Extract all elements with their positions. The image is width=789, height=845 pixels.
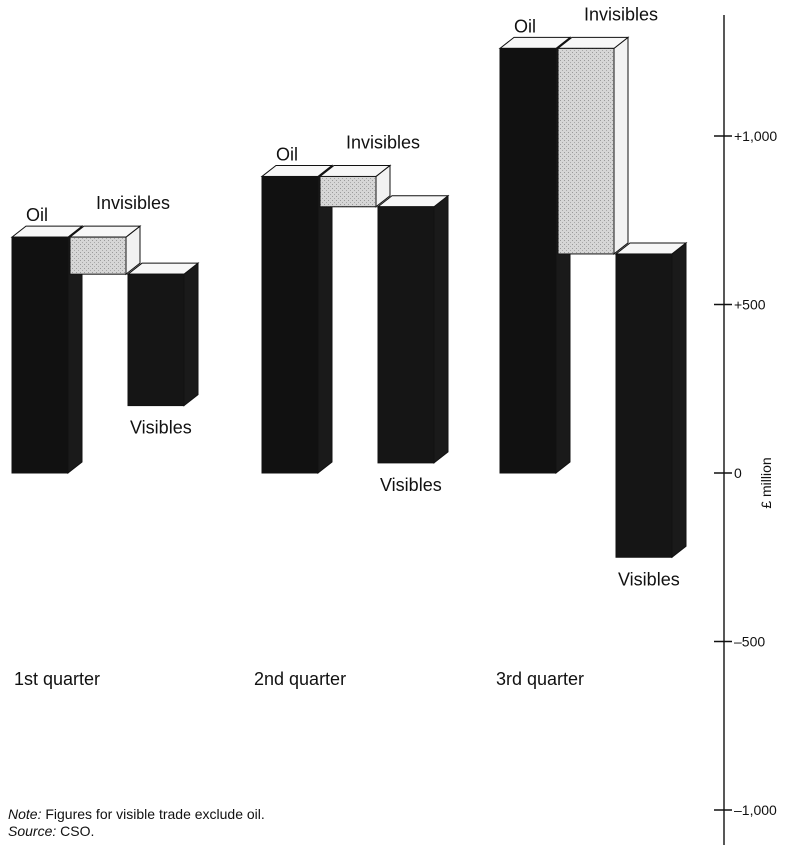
source-line: Source: CSO. [8, 823, 265, 840]
bar-front [69, 236, 127, 275]
bar-oil-1: Oil [10, 205, 84, 475]
bar-invisibles-1: Invisibles [68, 193, 170, 276]
bar-label-visibles: Visibles [130, 418, 192, 438]
y-axis: +1,000 +500 0 –500 –1,000 £ million [714, 15, 777, 845]
bar-front [615, 253, 673, 558]
chart-footnotes: Note: Figures for visible trade exclude … [8, 806, 265, 840]
bar-side [317, 164, 333, 475]
category-label: 1st quarter [14, 669, 100, 689]
bar-front [377, 206, 435, 464]
bar-front [499, 47, 557, 474]
bars-layer: Oil Invisibles Visibles 1st quarter Oil Invis… [10, 4, 688, 689]
bar-label-visibles: Visibles [618, 569, 680, 589]
bar-label-invisibles: Invisibles [584, 4, 658, 24]
bar-side [671, 241, 687, 559]
bar-front [557, 47, 615, 255]
y-tick-label: –1,000 [734, 802, 777, 818]
y-tick-label: 0 [734, 465, 742, 481]
y-tick-label: –500 [734, 634, 765, 650]
bar-side [183, 262, 199, 407]
bar-front [261, 175, 319, 474]
note-line: Note: Figures for visible trade exclude … [8, 806, 265, 823]
bar-visibles-1: Visibles [126, 262, 200, 438]
bar-label-oil: Oil [26, 205, 48, 225]
bar-label-oil: Oil [276, 144, 298, 164]
bar-front [127, 273, 185, 407]
bar-label-oil: Oil [514, 16, 536, 36]
category-label: 3rd quarter [496, 669, 584, 689]
bar-oil-2: Oil [260, 144, 334, 475]
bar-visibles-3: Visibles [614, 241, 688, 589]
bar-front [319, 175, 377, 208]
note-text: Figures for visible trade exclude oil. [41, 806, 265, 822]
bar-label-invisibles: Invisibles [96, 193, 170, 213]
y-tick-label: +1,000 [734, 128, 777, 144]
bar-invisibles-2: Invisibles [318, 132, 420, 208]
bar-label-visibles: Visibles [380, 475, 442, 495]
bar-label-invisibles: Invisibles [346, 132, 420, 152]
y-axis-label: £ million [758, 457, 774, 508]
y-tick-label: +500 [734, 297, 766, 313]
bar-front [11, 236, 69, 474]
source-label: Source: [8, 823, 57, 839]
category-label: 2nd quarter [254, 669, 346, 689]
bar-invisibles-3: Invisibles [556, 4, 658, 255]
note-label: Note: [8, 806, 42, 822]
source-text: CSO. [56, 823, 95, 839]
bar-side [433, 194, 449, 464]
bar-visibles-2: Visibles [376, 194, 450, 495]
bar-side [613, 36, 629, 255]
